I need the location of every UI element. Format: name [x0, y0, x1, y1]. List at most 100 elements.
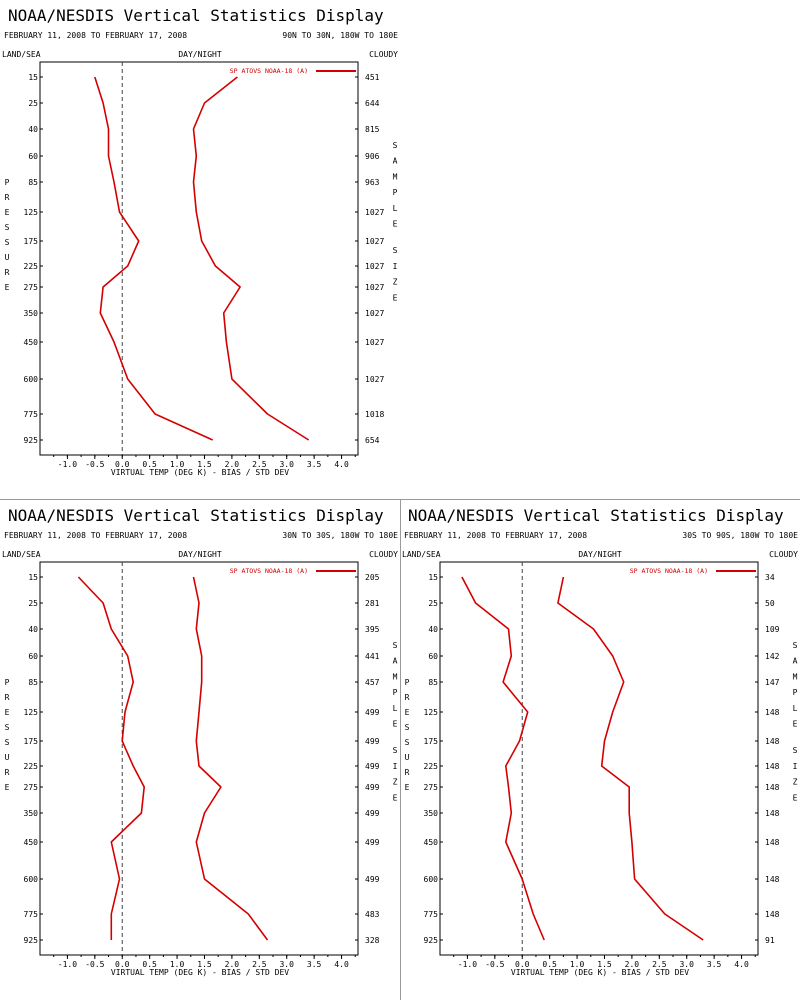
horizontal-divider: [0, 499, 800, 500]
x-tick-label: -1.0: [58, 460, 77, 469]
sample-size-label: 906: [365, 152, 380, 161]
x-tick-label: 2.5: [252, 460, 267, 469]
sample-size-axis-letter: L: [393, 204, 398, 213]
x-tick-label: 0.0: [115, 460, 130, 469]
sample-size-label: 148: [765, 838, 780, 847]
sample-size-axis-letter: P: [393, 188, 398, 197]
pressure-level-label: 40: [28, 625, 38, 634]
pressure-axis-letter: P: [5, 678, 10, 687]
pressure-axis-letter: E: [5, 283, 10, 292]
sample-size-label: 142: [765, 652, 780, 661]
sample-size-axis-letter: E: [393, 793, 398, 802]
header-land-sea: LAND/SEA: [2, 550, 41, 559]
x-tick-label: 2.5: [652, 960, 667, 969]
pressure-axis-letter: R: [5, 768, 10, 777]
chart-svg: NOAA/NESDIS Vertical Statistics Display F…: [2, 6, 398, 477]
chart-panel-south: NOAA/NESDIS Vertical Statistics Display F…: [400, 500, 800, 1000]
pressure-level-label: 925: [24, 436, 39, 445]
pressure-level-label: 60: [28, 652, 38, 661]
pressure-axis-letter: U: [5, 253, 10, 262]
x-axis-label: VIRTUAL TEMP (DEG K) - BIAS / STD DEV: [111, 968, 289, 977]
sample-size-axis-letter: M: [393, 672, 398, 681]
series-line-bias: [77, 576, 145, 940]
pressure-level-label: 225: [424, 762, 439, 771]
sample-size-axis-letter: L: [393, 704, 398, 713]
chart-panel-tropics: NOAA/NESDIS Vertical Statistics Display F…: [0, 500, 400, 1000]
sample-size-axis-letter: S: [393, 746, 398, 755]
pressure-level-label: 925: [24, 936, 39, 945]
legend-label: SP ATOVS NOAA-18 (A): [230, 67, 308, 75]
sample-size-axis-letter: Z: [793, 778, 798, 787]
pressure-level-label: 15: [428, 573, 438, 582]
x-tick-label: 3.0: [279, 460, 294, 469]
vertical-divider: [400, 500, 401, 1000]
sample-size-axis-letter: M: [393, 172, 398, 181]
sample-size-axis-letter: M: [793, 672, 798, 681]
sample-size-axis-letter: E: [793, 720, 798, 729]
header-cloudy: CLOUDY: [769, 550, 798, 559]
sample-size-label: 499: [365, 809, 380, 818]
sample-size-axis-letter: A: [393, 657, 398, 666]
x-tick-label: 4.0: [334, 460, 349, 469]
chart-title: NOAA/NESDIS Vertical Statistics Display: [8, 506, 384, 525]
sample-size-axis-letter: E: [393, 220, 398, 229]
header-day-night: DAY/NIGHT: [178, 50, 222, 59]
pressure-level-label: 275: [424, 783, 439, 792]
pressure-level-label: 40: [28, 125, 38, 134]
sample-size-axis-letter: S: [393, 246, 398, 255]
pressure-level-label: 15: [28, 573, 38, 582]
sample-size-axis-letter: A: [393, 157, 398, 166]
pressure-level-label: 450: [24, 838, 39, 847]
x-tick-label: 2.0: [625, 960, 640, 969]
pressure-level-label: 925: [424, 936, 439, 945]
sample-size-axis-letter: P: [793, 688, 798, 697]
sample-size-label: 148: [765, 762, 780, 771]
plot-frame: [439, 561, 759, 956]
series-line-bias: [94, 76, 214, 441]
x-tick-label: -0.5: [485, 960, 504, 969]
region-label: 90N TO 30N, 180W TO 180E: [282, 31, 398, 40]
pressure-level-label: 60: [428, 652, 438, 661]
pressure-level-label: 350: [24, 809, 39, 818]
pressure-level-label: 85: [428, 678, 438, 687]
sample-size-axis-letter: I: [393, 262, 398, 271]
sample-size-label: 483: [365, 910, 380, 919]
pressure-level-label: 350: [24, 309, 39, 318]
x-tick-label: 1.0: [170, 460, 185, 469]
x-tick-label: 4.0: [334, 960, 349, 969]
sample-size-label: 1027: [365, 237, 384, 246]
sample-size-axis-letter: E: [393, 293, 398, 302]
sample-size-label: 1027: [365, 338, 384, 347]
sample-size-label: 499: [365, 708, 380, 717]
x-axis-label: VIRTUAL TEMP (DEG K) - BIAS / STD DEV: [511, 968, 689, 977]
date-range: FEBRUARY 11, 2008 TO FEBRUARY 17, 2008: [404, 531, 587, 540]
x-tick-label: 0.5: [142, 960, 157, 969]
pressure-level-label: 85: [28, 678, 38, 687]
pressure-axis-letter: E: [5, 708, 10, 717]
header-cloudy: CLOUDY: [369, 550, 398, 559]
pressure-axis-letter: S: [5, 238, 10, 247]
pressure-level-label: 85: [28, 178, 38, 187]
pressure-level-label: 125: [24, 208, 39, 217]
pressure-level-label: 25: [428, 599, 438, 608]
pressure-axis-letter: P: [5, 178, 10, 187]
header-day-night: DAY/NIGHT: [578, 550, 622, 559]
pressure-level-label: 125: [424, 708, 439, 717]
pressure-axis-letter: E: [5, 208, 10, 217]
chart-panel-north: NOAA/NESDIS Vertical Statistics Display F…: [0, 0, 400, 500]
sample-size-label: 281: [365, 599, 380, 608]
header-cloudy: CLOUDY: [369, 50, 398, 59]
pressure-level-label: 600: [24, 875, 39, 884]
pressure-axis-letter: S: [5, 723, 10, 732]
x-tick-label: 1.5: [197, 460, 212, 469]
sample-size-label: 457: [365, 678, 380, 687]
pressure-axis-letter: R: [405, 768, 410, 777]
chart-title: NOAA/NESDIS Vertical Statistics Display: [408, 506, 784, 525]
pressure-axis-letter: S: [5, 223, 10, 232]
empty-quadrant: [400, 0, 800, 500]
header-day-night: DAY/NIGHT: [178, 550, 222, 559]
sample-size-label: 499: [365, 783, 380, 792]
x-tick-label: 3.5: [307, 960, 322, 969]
sample-size-label: 109: [765, 625, 780, 634]
plot-frame: [39, 561, 359, 956]
